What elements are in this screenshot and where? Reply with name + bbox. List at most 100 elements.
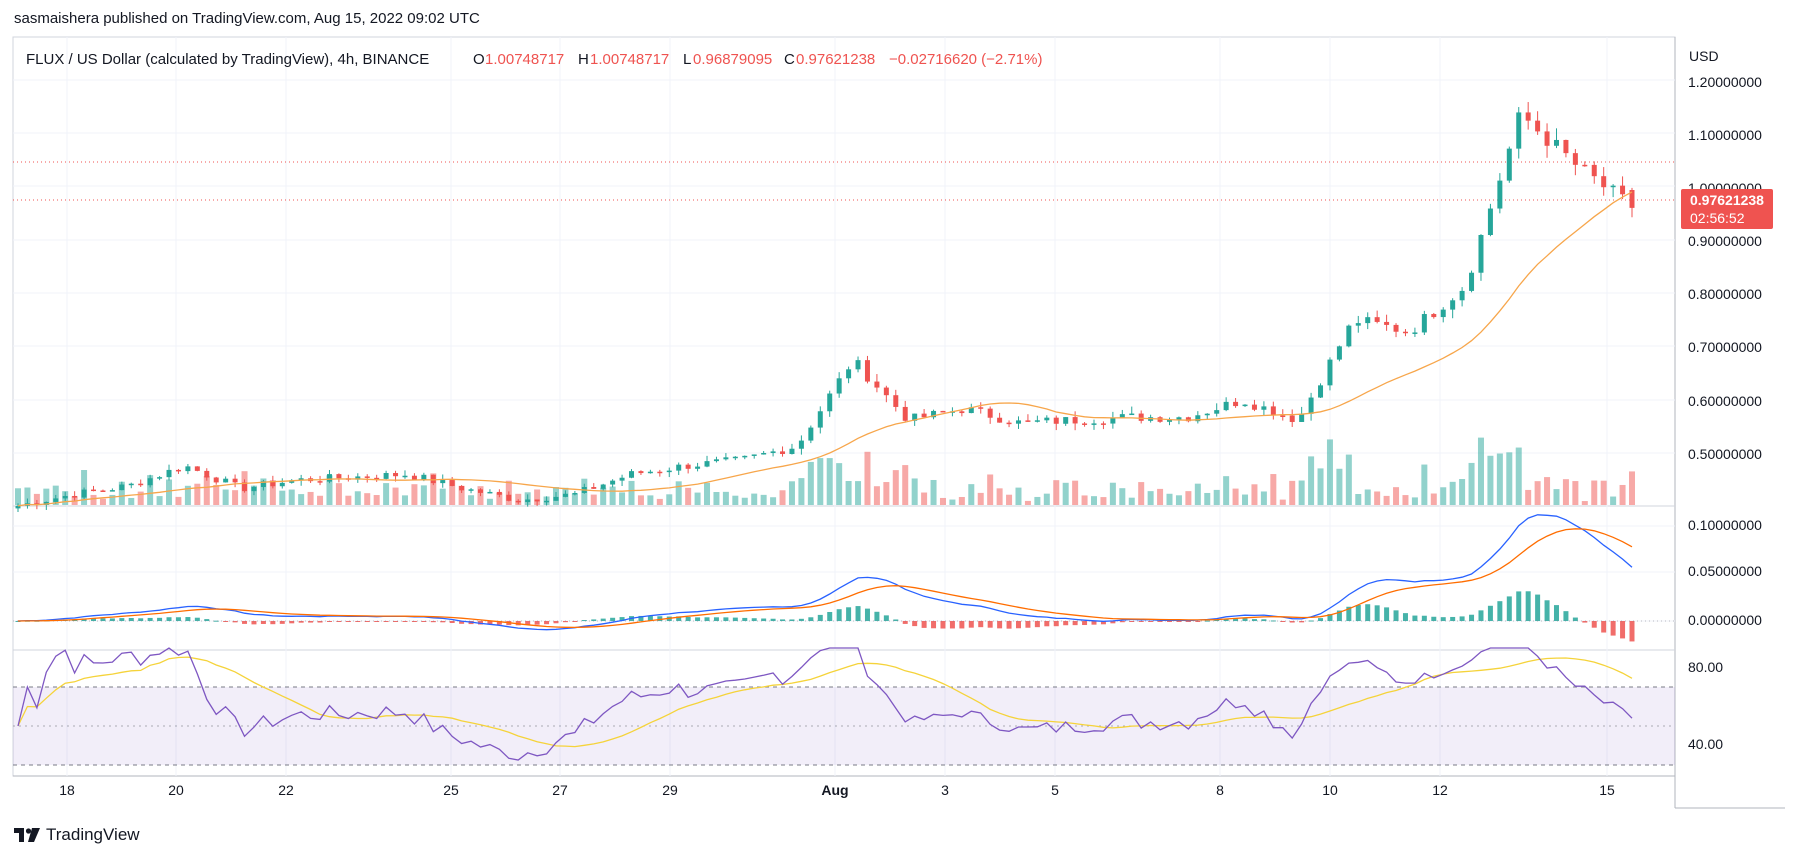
volume-bar [807,461,814,505]
volume-bar [1317,468,1324,505]
volume-bar [600,487,607,505]
candle-body [1620,185,1626,195]
moving-average-line [17,191,1633,507]
volume-bar [232,490,239,505]
volume-bars [15,437,1635,505]
volume-bar [81,470,88,505]
macd-histogram-bar [270,621,276,625]
volume-bar [968,484,975,505]
macd-histogram-bar [704,617,710,621]
candle-body [1374,317,1380,322]
current-price-value: 0.97621238 [1690,192,1764,208]
legend-open-value: 1.00748717 [485,51,564,68]
volume-bar [335,483,342,505]
volume-bar [1525,489,1532,505]
candle-body [1176,417,1182,420]
candle-body [912,413,918,421]
macd-histogram-bar [175,617,181,621]
candle-body [1591,164,1597,177]
candle-body [827,393,833,412]
volume-bar [1487,455,1494,505]
macd-histogram-bar [213,620,219,622]
volume-bar [1364,489,1371,505]
candle-body [1497,180,1503,209]
time-label: 15 [1599,782,1615,798]
volume-bar [1506,452,1513,505]
macd-histogram-bar [1346,606,1352,621]
candle-body [1251,404,1257,410]
volume-bar [1128,497,1135,505]
macd-histogram-bar [449,621,455,623]
macd-histogram-bar [374,621,380,622]
candle-body [1204,413,1210,416]
volume-bar [1326,439,1333,505]
macd-histogram-bar [1299,621,1305,623]
grid-lines [13,37,1675,776]
macd-histogram-bar [1261,619,1267,621]
macd-histogram-bar [1450,616,1456,621]
candle-body [997,417,1003,423]
candle-body [251,486,257,492]
volume-bar [637,495,644,505]
candle-body [732,456,738,459]
candle-body [1393,324,1399,332]
volume-bar [1459,479,1466,505]
volume-bar [175,496,182,505]
volume-bar [288,489,295,505]
volume-bar [222,489,229,505]
candle-body [572,492,578,495]
macd-histogram-bar [921,621,927,628]
candle-body [1336,346,1342,360]
macd-histogram-bar [968,621,974,628]
candle-body [685,464,691,469]
macd-histogram-bar [1431,616,1437,621]
volume-bar [571,493,578,505]
volume-bar [722,491,729,505]
volume-bar [958,496,965,505]
volume-bar [1600,480,1607,505]
price-axis-currency: USD [1689,48,1719,64]
candle-body [525,499,531,503]
macd-histogram-bar [1242,618,1248,621]
macd-histogram-bar [817,614,823,621]
candle-body [1450,300,1456,310]
macd-histogram-bar [1620,621,1626,639]
macd-axis[interactable]: 0.10000000 0.05000000 0.00000000 [1688,517,1762,628]
candle-body [968,407,974,414]
legend-close-label: C [784,51,795,68]
candle-body [676,464,682,471]
time-label: 5 [1051,782,1059,798]
candle-body [1015,420,1021,424]
volume-bar [1100,497,1107,505]
legend-low-value: 0.96879095 [693,51,772,68]
rsi-axis[interactable]: 80.00 40.00 [1688,659,1723,752]
volume-bar [24,487,31,505]
volume-bar [1468,462,1475,505]
candle-body [223,478,229,483]
volume-bar [1119,488,1126,505]
macd-histogram-bar [430,621,436,623]
macd-histogram-bar [128,617,134,621]
candle-body [1629,190,1635,208]
time-axis[interactable]: 18 20 22 25 27 29 Aug 3 5 8 10 12 15 [59,782,1615,798]
candle-body [260,481,266,487]
candle-body [289,480,295,483]
candle-body [449,480,455,486]
candle-body [1289,415,1295,422]
candle-body [459,485,465,491]
candle-body [119,484,125,491]
price-axis[interactable]: USD 1.20000000 1.10000000 1.00000000 0.9… [1688,48,1762,462]
macd-histogram-bar [260,621,266,624]
macd-histogram-bar [780,619,786,621]
candle-body [421,474,427,480]
volume-bar [420,485,427,505]
tradingview-logo[interactable]: TradingView [14,825,140,845]
volume-bar [166,479,173,505]
candle-body [921,413,927,418]
candle-body [1563,139,1569,154]
macd-histogram-bar [1025,621,1031,628]
time-label: 29 [662,782,678,798]
volume-bar [496,492,503,505]
candle-body [931,410,937,418]
